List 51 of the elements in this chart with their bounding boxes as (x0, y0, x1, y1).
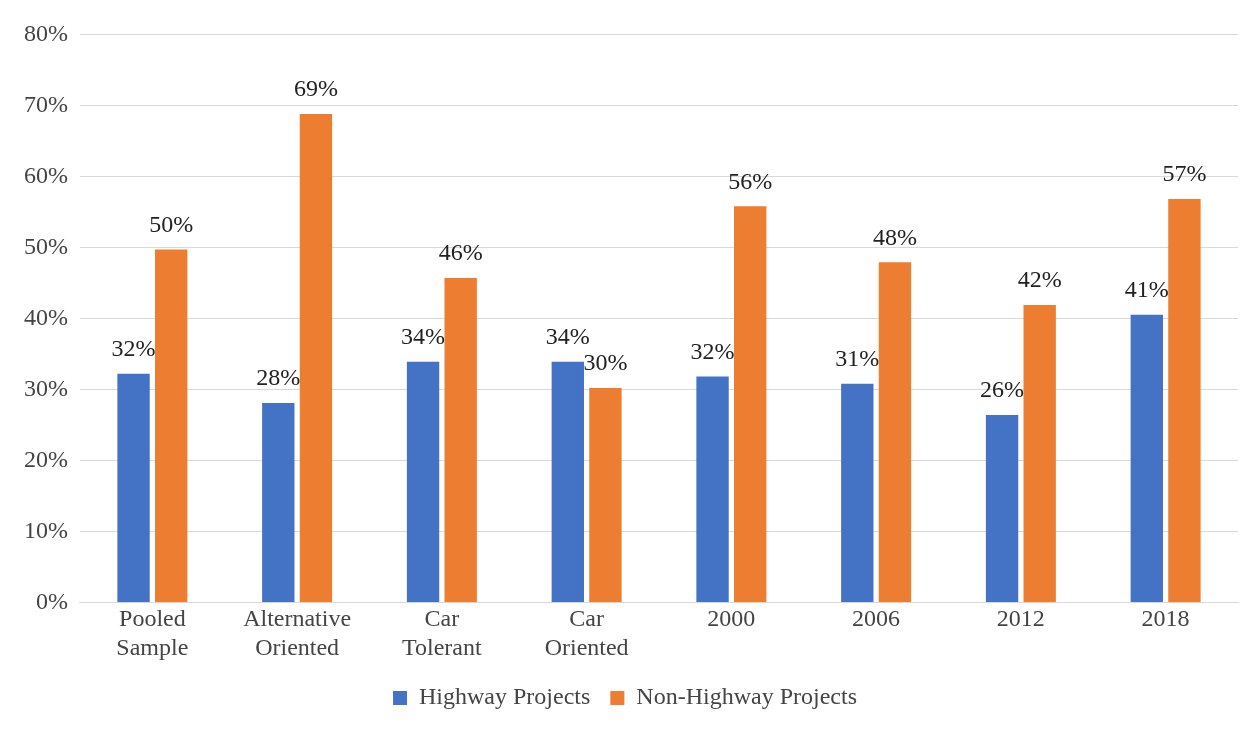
bar (985, 414, 1019, 602)
data-label: 46% (438, 239, 483, 266)
data-label: 30% (583, 349, 628, 376)
bar (1023, 304, 1056, 602)
bar (262, 402, 295, 602)
data-label: 56% (728, 167, 773, 194)
data-label: 34% (545, 323, 590, 350)
bar (878, 262, 912, 602)
data-label: 32% (690, 337, 735, 364)
legend-label: Highway Projects (419, 683, 591, 710)
bar (155, 249, 188, 602)
data-label: 32% (111, 335, 156, 362)
x-tick-label: 2012 (996, 605, 1045, 632)
data-label: 28% (256, 364, 301, 391)
bar (444, 277, 477, 602)
y-tick-label: 0% (35, 587, 68, 614)
bar (696, 376, 729, 602)
data-label: 50% (149, 210, 194, 237)
y-tick-label: 50% (23, 232, 68, 259)
y-tick-label: 20% (23, 445, 68, 472)
data-label: 57% (1162, 160, 1207, 187)
x-tick-label: 2006 (852, 605, 901, 632)
bar (551, 361, 584, 602)
data-label: 34% (401, 323, 446, 350)
data-label: 48% (872, 223, 917, 250)
data-label: 41% (1124, 276, 1169, 303)
bar (406, 361, 440, 602)
data-label: 31% (835, 345, 880, 372)
y-tick-label: 80% (23, 19, 68, 46)
data-label: 26% (980, 376, 1025, 403)
bar (117, 373, 150, 602)
x-tick-label: Alternative Oriented (243, 605, 352, 660)
bar (589, 387, 622, 602)
x-tick-label: 2000 (707, 605, 756, 632)
x-tick-label: 2018 (1141, 605, 1190, 632)
y-tick-label: 40% (23, 303, 68, 330)
y-tick-label: 60% (23, 161, 68, 188)
x-tick-label: Car Tolerant (402, 605, 483, 660)
y-tick-label: 70% (23, 90, 68, 117)
bar (841, 383, 874, 602)
y-tick-label: 10% (23, 516, 68, 543)
bar (734, 206, 767, 602)
data-label: 69% (293, 75, 338, 102)
y-tick-label: 30% (23, 374, 68, 401)
x-tick-label: Car Oriented (544, 605, 629, 660)
x-tick-label: Pooled Sample (116, 605, 189, 660)
bar (299, 113, 333, 602)
bar (1168, 199, 1201, 602)
legend-label: Non-Highway Projects (636, 683, 857, 710)
data-label: 42% (1017, 266, 1062, 293)
bar (1130, 314, 1163, 602)
